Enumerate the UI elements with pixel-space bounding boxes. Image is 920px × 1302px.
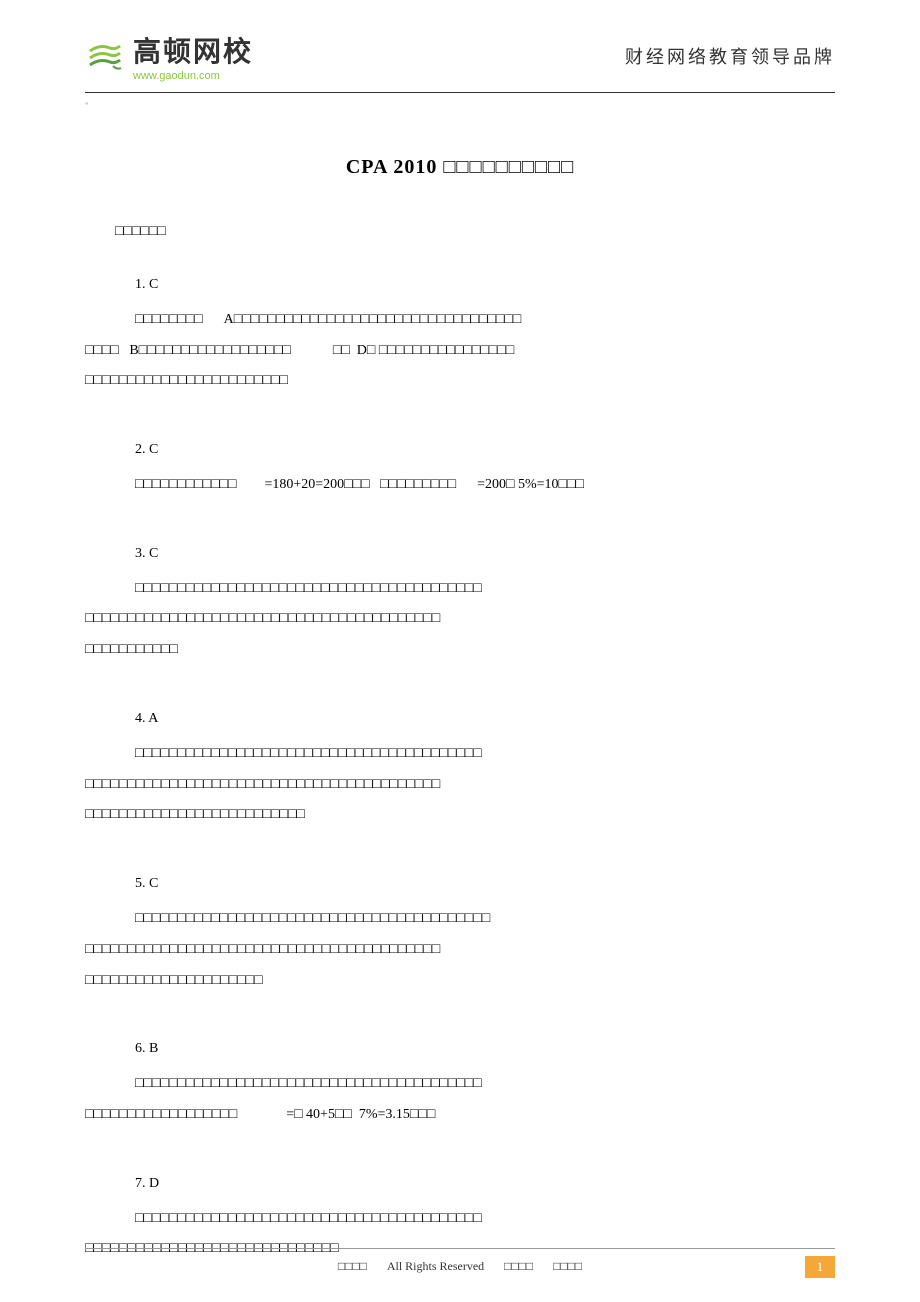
answer-explanation-line: □□□□□□□□ A□□□□□□□□□□□□□□□□□□□□□□□□□□□□□□… bbox=[135, 305, 835, 336]
answer-block: 6. B □□□□□□□□□□□□□□□□□□□□□□□□□□□□□□□□□□□□… bbox=[85, 1034, 835, 1130]
answer-number: 5. C bbox=[135, 869, 835, 900]
answer-explanation-line: □□□□□□□□□□□□□□□□□□□□□□□□□□□□□□□□□□□□□□□□… bbox=[135, 904, 835, 935]
page-header: 高顿网校 www.gaodun.com 财经网络教育领导品牌 bbox=[85, 30, 835, 93]
footer-segment-3: □□□□ bbox=[504, 1259, 533, 1274]
answer-number: 3. C bbox=[135, 539, 835, 570]
answer-explanation-line: □□□□□□□□□□□□□□□□□□□□□□□□□□□□□□□□□□□□□□□□… bbox=[135, 1069, 835, 1100]
footer-copyright: All Rights Reserved bbox=[387, 1259, 484, 1274]
answer-explanation-line: □□□□□□□□□□□ bbox=[85, 635, 835, 666]
answer-explanation-line: □□□□□□□□□□□□□□□□□□□□□□□□□□□□□□□□□□□□□□□□… bbox=[85, 604, 835, 635]
answer-number: 2. C bbox=[135, 435, 835, 466]
logo-url: www.gaodun.com bbox=[133, 70, 253, 82]
answer-explanation-line: □□□□□□□□□□□□□□□□□□ =□ 40+5□□ 7%=3.15□□□ bbox=[85, 1100, 835, 1131]
logo-section: 高顿网校 www.gaodun.com bbox=[85, 30, 253, 82]
header-slogan: 财经网络教育领导品牌 bbox=[625, 43, 835, 69]
answer-number: 4. A bbox=[135, 704, 835, 735]
answer-block: 2. C □□□□□□□□□□□□ =180+20=200□□□ □□□□□□□□… bbox=[85, 435, 835, 501]
page-number-badge: 1 bbox=[805, 1256, 835, 1278]
answers-list: 1. C □□□□□□□□ A□□□□□□□□□□□□□□□□□□□□□□□□□□… bbox=[85, 270, 835, 1265]
answer-block: 1. C □□□□□□□□ A□□□□□□□□□□□□□□□□□□□□□□□□□□… bbox=[85, 270, 835, 397]
answer-explanation-line: □□□□□□□□□□□□ =180+20=200□□□ □□□□□□□□□ =2… bbox=[135, 470, 835, 501]
answer-number: 7. D bbox=[135, 1169, 835, 1200]
document-title: CPA 2010 □□□□□□□□□□ bbox=[85, 156, 835, 179]
footer-segment-4: □□□□ bbox=[553, 1259, 582, 1274]
footer-text: □□□□ All Rights Reserved □□□□ □□□□ bbox=[338, 1259, 582, 1274]
answer-number: 1. C bbox=[135, 270, 835, 301]
answer-block: 4. A□□□□□□□□□□□□□□□□□□□□□□□□□□□□□□□□□□□□… bbox=[85, 704, 835, 831]
answer-explanation-line: □□□□ B□□□□□□□□□□□□□□□□□□ □□ D□ □□□□□□□□□… bbox=[85, 336, 835, 367]
answer-explanation-line: □□□□□□□□□□□□□□□□□□□□□□□□□□□□□□□□□□□□□□□□… bbox=[135, 1204, 835, 1235]
page-container: 高顿网校 www.gaodun.com 财经网络教育领导品牌 " CPA 201… bbox=[0, 0, 920, 1265]
logo-icon bbox=[85, 36, 125, 76]
answer-block: 3. C□□□□□□□□□□□□□□□□□□□□□□□□□□□□□□□□□□□□… bbox=[85, 539, 835, 666]
answer-explanation-line: □□□□□□□□□□□□□□□□□□□□□□□□□□□□□□□□□□□□□□□□… bbox=[85, 770, 835, 801]
answer-block: 5. C□□□□□□□□□□□□□□□□□□□□□□□□□□□□□□□□□□□□… bbox=[85, 869, 835, 996]
answer-explanation-line: □□□□□□□□□□□□□□□□□□□□□□□□□□□□□□□□□□□□□□□□… bbox=[135, 739, 835, 770]
page-footer: □□□□ All Rights Reserved □□□□ □□□□ 1 bbox=[85, 1248, 835, 1274]
footer-segment-1: □□□□ bbox=[338, 1259, 367, 1274]
section-title: □□□□□□ bbox=[115, 224, 835, 240]
answer-explanation-line: □□□□□□□□□□□□□□□□□□□□□□□□□□□□□□□□□□□□□□□□… bbox=[85, 935, 835, 966]
answer-explanation-line: □□□□□□□□□□□□□□□□□□□□□ bbox=[85, 966, 835, 997]
answer-explanation-line: □□□□□□□□□□□□□□□□□□□□□□□□ bbox=[85, 366, 835, 397]
answer-explanation-line: □□□□□□□□□□□□□□□□□□□□□□□□□□ bbox=[85, 800, 835, 831]
logo-brand-name: 高顿网校 bbox=[133, 30, 253, 70]
logo-text-block: 高顿网校 www.gaodun.com bbox=[133, 30, 253, 82]
answer-number: 6. B bbox=[135, 1034, 835, 1065]
sub-marker: " bbox=[85, 101, 835, 111]
answer-explanation-line: □□□□□□□□□□□□□□□□□□□□□□□□□□□□□□□□□□□□□□□□… bbox=[135, 574, 835, 605]
